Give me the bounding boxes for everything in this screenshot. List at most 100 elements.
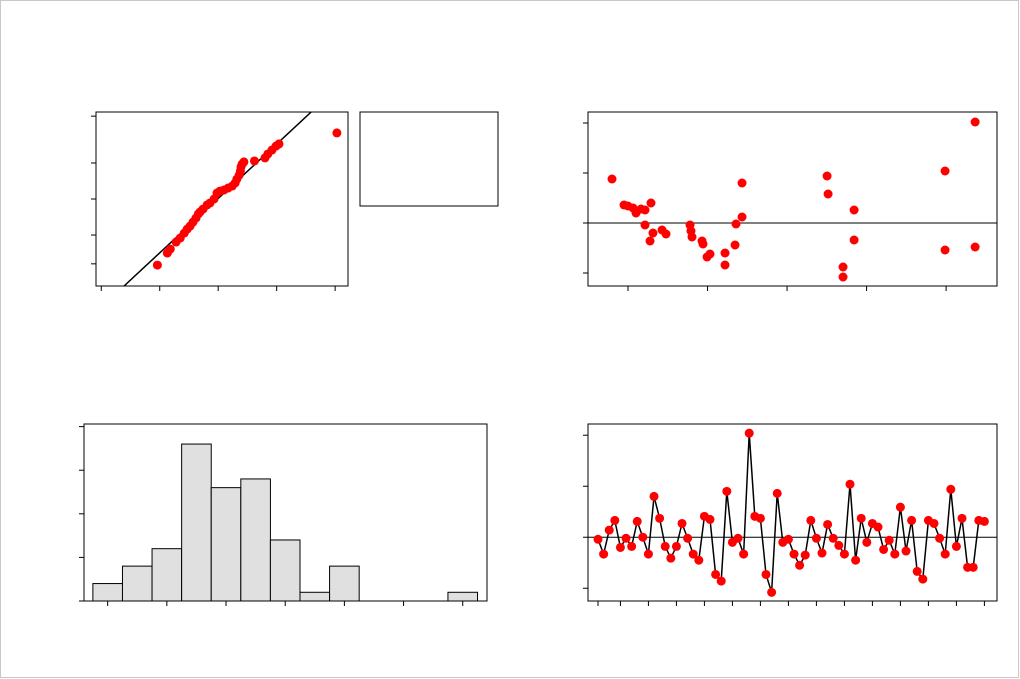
point	[862, 537, 872, 547]
plot-border	[95, 111, 349, 287]
point	[772, 488, 782, 498]
point	[621, 533, 631, 543]
point	[239, 157, 249, 167]
point	[755, 513, 765, 523]
point	[845, 479, 855, 489]
point	[783, 534, 793, 544]
point	[761, 569, 771, 579]
point	[165, 244, 175, 254]
point	[851, 555, 861, 565]
point	[907, 515, 917, 525]
point	[593, 534, 603, 544]
point	[643, 549, 653, 559]
point	[661, 229, 671, 239]
point	[733, 533, 743, 543]
point	[688, 549, 698, 559]
point	[722, 486, 732, 496]
point	[737, 178, 747, 188]
point	[879, 544, 889, 554]
point	[666, 553, 676, 563]
point	[687, 232, 697, 242]
legend-box	[359, 111, 499, 207]
point	[731, 219, 741, 229]
plot-area	[96, 112, 348, 286]
point	[901, 546, 911, 556]
point	[716, 576, 726, 586]
point	[849, 205, 859, 215]
point	[610, 515, 620, 525]
point	[655, 513, 665, 523]
point	[274, 139, 284, 149]
point	[646, 198, 656, 208]
point	[638, 532, 648, 542]
point	[615, 542, 625, 552]
series-line	[597, 433, 985, 593]
point	[822, 171, 832, 181]
plot-border	[587, 111, 998, 287]
point	[834, 540, 844, 550]
point	[970, 117, 980, 127]
point	[705, 514, 715, 524]
bar	[329, 565, 360, 601]
point	[817, 548, 827, 558]
point	[884, 535, 894, 545]
point	[694, 555, 704, 565]
point	[968, 562, 978, 572]
point	[979, 516, 989, 526]
point	[698, 239, 708, 249]
point	[720, 248, 730, 258]
point	[640, 205, 650, 215]
bar	[151, 548, 183, 601]
point	[795, 560, 805, 570]
point	[873, 522, 883, 532]
point	[849, 235, 859, 245]
point	[152, 260, 162, 270]
point	[890, 549, 900, 559]
point	[683, 533, 693, 543]
point	[705, 249, 715, 259]
point	[895, 502, 905, 512]
point	[599, 549, 609, 559]
point	[720, 260, 730, 270]
plot	[84, 424, 487, 601]
bar	[447, 591, 479, 601]
point	[649, 491, 659, 501]
point	[627, 541, 637, 551]
point	[640, 220, 650, 230]
bar	[210, 487, 242, 601]
point	[940, 549, 950, 559]
point	[823, 519, 833, 529]
point	[249, 156, 259, 166]
point	[645, 236, 655, 246]
point	[828, 533, 838, 543]
bar	[299, 591, 331, 601]
plot-area	[588, 424, 997, 601]
point	[838, 272, 848, 282]
point	[767, 587, 777, 597]
plot	[588, 112, 997, 286]
point	[957, 513, 967, 523]
point	[677, 518, 687, 528]
plot-area	[588, 112, 997, 286]
point	[951, 541, 961, 551]
point	[737, 212, 747, 222]
point	[632, 516, 642, 526]
point	[806, 515, 816, 525]
point	[856, 513, 866, 523]
point	[671, 541, 681, 551]
point	[970, 242, 980, 252]
point	[918, 574, 928, 584]
plot	[96, 112, 348, 286]
point	[739, 549, 749, 559]
point	[648, 228, 658, 238]
point	[332, 128, 342, 138]
point	[604, 525, 614, 535]
point	[660, 541, 670, 551]
bar	[240, 478, 271, 601]
point	[946, 484, 956, 494]
point	[711, 569, 721, 579]
point	[940, 245, 950, 255]
point	[811, 533, 821, 543]
